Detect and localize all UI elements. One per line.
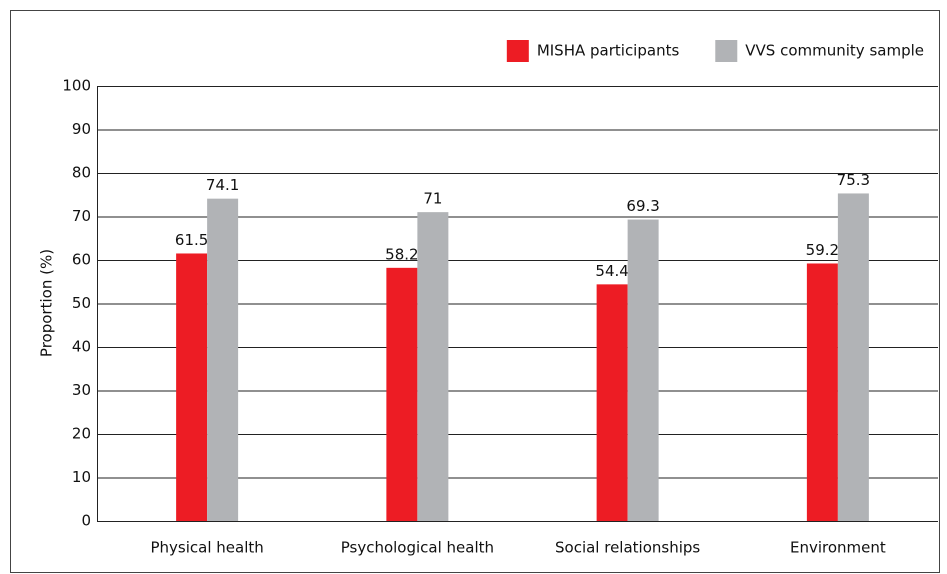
- y-tick-label: 0: [81, 512, 91, 530]
- value-label: 74.1: [206, 176, 239, 194]
- y-tick-label: 40: [72, 338, 91, 356]
- x-tick-label: Psychological health: [341, 539, 494, 557]
- legend-swatch: [715, 40, 738, 62]
- x-tick-label: Environment: [790, 539, 886, 557]
- y-tick-label: 70: [72, 207, 91, 225]
- y-tick-label: 20: [72, 425, 91, 443]
- legend-label: MISHA participants: [537, 42, 680, 60]
- bar: [176, 253, 208, 521]
- y-tick-label: 90: [72, 120, 91, 138]
- value-label: 71: [423, 190, 442, 208]
- y-axis-label: Proportion (%): [38, 249, 56, 357]
- legend-label: VVS community sample: [745, 42, 924, 60]
- value-label: 58.2: [385, 245, 418, 263]
- legend-swatch: [506, 40, 529, 62]
- x-tick-label: Social relationships: [555, 539, 700, 557]
- bar: [627, 219, 659, 522]
- x-tick-label: Physical health: [150, 539, 263, 557]
- y-tick-label: 10: [72, 468, 91, 486]
- bar: [837, 193, 869, 521]
- value-label: 59.2: [806, 241, 839, 259]
- bar: [386, 267, 418, 521]
- value-label: 69.3: [626, 197, 659, 215]
- value-label: 54.4: [595, 262, 628, 280]
- value-label: 75.3: [837, 171, 870, 189]
- bar: [806, 263, 838, 521]
- value-label: 61.5: [175, 231, 208, 249]
- frame: [10, 10, 940, 573]
- y-tick-label: 60: [72, 251, 91, 269]
- y-tick-label: 80: [72, 164, 91, 182]
- y-tick-label: 50: [72, 294, 91, 312]
- bar: [417, 212, 449, 521]
- y-tick-label: 30: [72, 381, 91, 399]
- bar: [207, 198, 239, 522]
- y-tick-label: 100: [62, 77, 91, 95]
- bar: [596, 284, 628, 521]
